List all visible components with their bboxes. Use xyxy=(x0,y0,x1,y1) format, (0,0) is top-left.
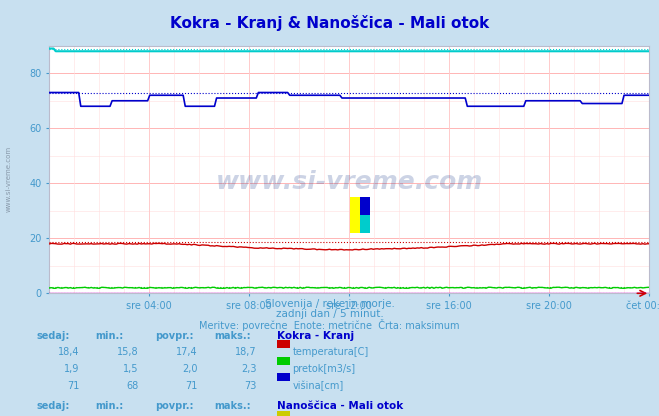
Text: povpr.:: povpr.: xyxy=(155,401,193,411)
Text: 71: 71 xyxy=(67,381,79,391)
Text: 2,3: 2,3 xyxy=(241,364,257,374)
Text: maks.:: maks.: xyxy=(214,401,251,411)
Text: min.:: min.: xyxy=(96,331,124,341)
Text: Kokra - Kranj: Kokra - Kranj xyxy=(277,331,354,341)
Text: www.si-vreme.com: www.si-vreme.com xyxy=(5,146,12,212)
Text: Meritve: povrečne  Enote: metrične  Črta: maksimum: Meritve: povrečne Enote: metrične Črta: … xyxy=(199,319,460,332)
Text: Slovenija / reke in morje.: Slovenija / reke in morje. xyxy=(264,299,395,309)
Text: www.si-vreme.com: www.si-vreme.com xyxy=(215,170,483,194)
Text: sedaj:: sedaj: xyxy=(36,331,70,341)
Text: 68: 68 xyxy=(126,381,138,391)
Text: min.:: min.: xyxy=(96,401,124,411)
Text: višina[cm]: višina[cm] xyxy=(293,381,344,391)
Text: 17,4: 17,4 xyxy=(176,347,198,357)
Text: 15,8: 15,8 xyxy=(117,347,138,357)
Text: 18,7: 18,7 xyxy=(235,347,257,357)
Text: 71: 71 xyxy=(185,381,198,391)
Text: sedaj:: sedaj: xyxy=(36,401,70,411)
Text: 2,0: 2,0 xyxy=(182,364,198,374)
Text: 1,9: 1,9 xyxy=(64,364,79,374)
Text: pretok[m3/s]: pretok[m3/s] xyxy=(293,364,356,374)
Text: maks.:: maks.: xyxy=(214,331,251,341)
Text: Kokra - Kranj & Nanoščica - Mali otok: Kokra - Kranj & Nanoščica - Mali otok xyxy=(170,15,489,30)
Text: temperatura[C]: temperatura[C] xyxy=(293,347,369,357)
Text: 73: 73 xyxy=(244,381,257,391)
Text: 18,4: 18,4 xyxy=(57,347,79,357)
Text: Nanoščica - Mali otok: Nanoščica - Mali otok xyxy=(277,401,403,411)
Text: zadnji dan / 5 minut.: zadnji dan / 5 minut. xyxy=(275,309,384,319)
Text: 1,5: 1,5 xyxy=(123,364,138,374)
Text: povpr.:: povpr.: xyxy=(155,331,193,341)
